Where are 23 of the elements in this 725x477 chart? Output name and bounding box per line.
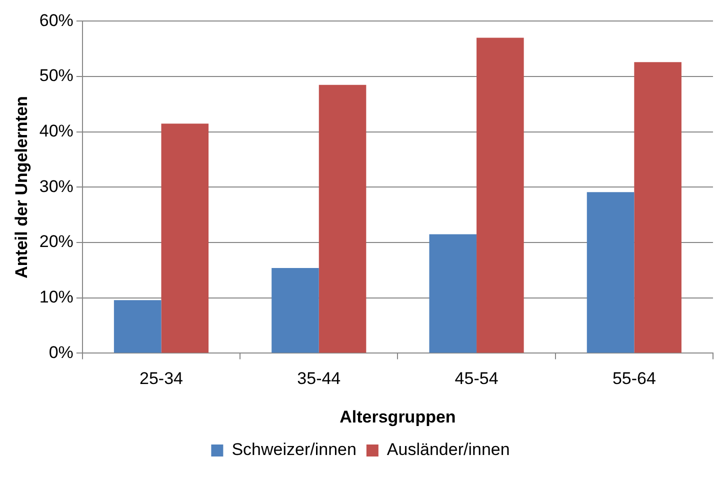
x-tick-label: 55-64	[612, 369, 656, 388]
x-axis-title: Altersgruppen	[340, 407, 456, 426]
bar	[476, 38, 524, 353]
y-axis-title: Anteil der Ungelernten	[12, 96, 31, 278]
bar	[114, 300, 162, 353]
bar	[272, 268, 319, 353]
bar	[318, 84, 366, 353]
y-tick-label: 20%	[39, 232, 74, 252]
bar	[634, 62, 682, 353]
bar	[161, 124, 209, 353]
y-tick-label: 10%	[39, 288, 74, 307]
bar	[586, 192, 634, 353]
x-tick-label: 35-44	[297, 369, 341, 388]
y-tick-label: 0%	[48, 342, 74, 362]
y-tick-label: 40%	[39, 122, 74, 141]
legend-label: Schweizer/innen	[232, 440, 356, 460]
y-tick-label: 50%	[39, 66, 74, 86]
x-tick-label: 45-54	[454, 369, 498, 388]
bar	[429, 234, 477, 353]
y-tick-label: 60%	[39, 10, 74, 30]
legend-label: Ausländer/innen	[386, 440, 510, 460]
x-tick-label: 25-34	[140, 369, 183, 388]
y-tick-label: 30%	[39, 176, 74, 196]
